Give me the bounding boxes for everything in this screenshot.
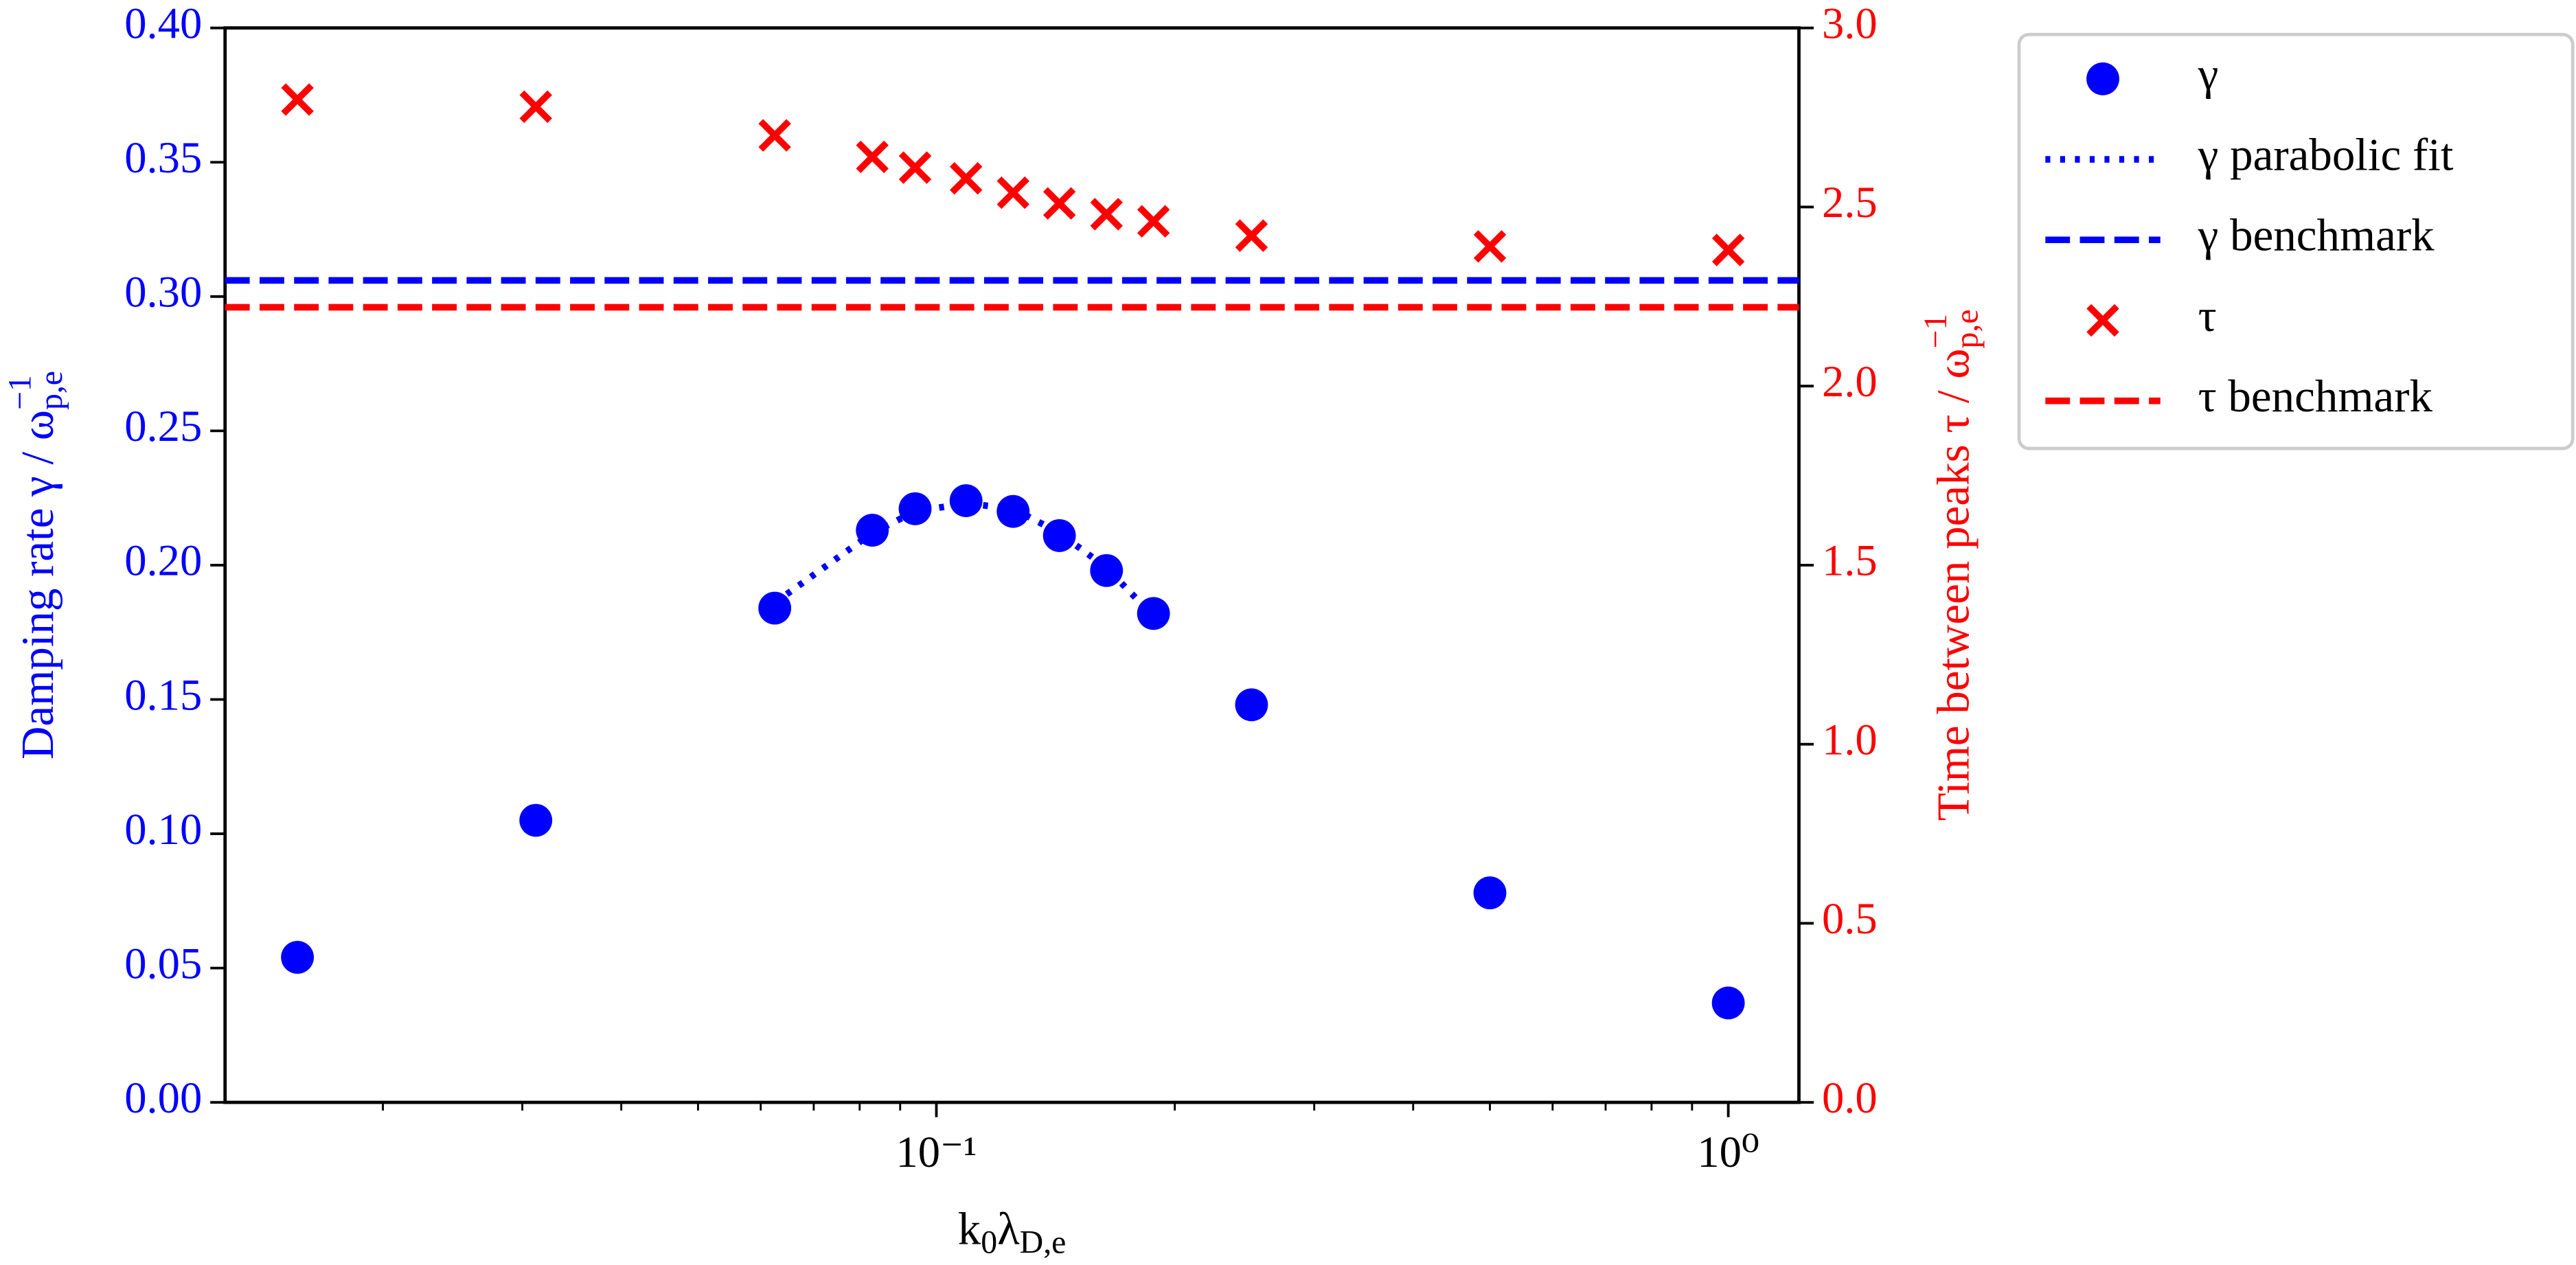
x-marker [1137,205,1170,238]
x-tick-label: 10⁻¹ [896,1127,977,1176]
x-tick-label: 10⁰ [1697,1127,1759,1176]
dot-marker [281,941,315,974]
y2-axis-label-part: p,e [1948,309,1985,348]
y2-axis-label: Time between peaks τ / ωp,e−1 [1917,309,1985,821]
y-tick-label: 0.00 [124,1073,202,1122]
legend-label: γ parabolic fit [2198,129,2454,180]
y-tick-label: 0.30 [124,267,202,317]
legend-label: τ benchmark [2198,371,2433,422]
y-tick-label: 0.10 [124,804,202,854]
y2-tick-label: 1.0 [1822,714,1878,764]
y-tick-label: 0.35 [124,133,202,182]
dot-marker [856,514,889,547]
dot-marker [1235,688,1268,722]
y2-tick-label: 2.0 [1822,356,1878,406]
y-axis-label: Damping rate γ / ωp,e−1 [1,371,69,760]
dot-marker [1042,518,1076,552]
x-marker [1042,187,1076,220]
x-marker [1711,233,1745,266]
y2-axis-label-part: Time between peaks τ / ω [1928,349,1979,821]
x-marker [856,140,889,174]
dot-marker [1090,554,1124,587]
dot-marker [2086,62,2119,95]
x-marker [281,83,314,116]
dot-marker [758,591,792,625]
y2-tick-label: 0.5 [1822,893,1878,943]
dot-marker [519,804,553,837]
y-tick-label: 0.05 [124,938,202,988]
y2-tick-label: 3.0 [1822,0,1878,47]
y2-tick-label: 0.0 [1822,1073,1878,1122]
y-tick-label: 0.20 [124,536,202,585]
dot-marker [898,492,932,525]
y2-axis-label-part: −1 [1917,314,1954,349]
x-axis-label: k0λD,e [958,1204,1067,1260]
x-axis-label-part: λ [997,1204,1020,1255]
x-axis-label-part: 0 [981,1224,997,1260]
legend-label: τ [2198,290,2217,341]
y-axis-label-part: −1 [1,375,38,410]
x-marker [1235,219,1268,252]
x-marker [758,119,791,152]
x-marker [1473,230,1507,263]
y2-tick-label: 2.5 [1822,177,1878,227]
dot-marker [1711,986,1745,1020]
legend-box [2017,32,2575,451]
y-tick-label: 0.40 [124,0,202,47]
x-marker [519,90,552,124]
legend-label: γ [2198,49,2219,100]
y2-tick-label: 1.5 [1822,536,1878,585]
x-axis-label-part: D,e [1020,1224,1067,1260]
dot-marker [949,484,983,517]
x-marker [2086,304,2119,337]
legend-label: γ benchmark [2198,210,2435,261]
y-axis-label-part: p,e [33,371,69,410]
x-axis-label-part: k [958,1204,981,1255]
x-marker [898,151,932,184]
dot-marker [1137,597,1170,630]
x-marker [949,161,983,195]
y-tick-label: 0.25 [124,401,202,451]
y-axis-label-part: Damping rate γ / ω [13,410,64,760]
dot-marker [1473,876,1507,910]
x-marker [1090,198,1123,231]
x-marker [996,176,1029,209]
dot-marker [996,494,1030,528]
y-tick-label: 0.15 [124,670,202,719]
